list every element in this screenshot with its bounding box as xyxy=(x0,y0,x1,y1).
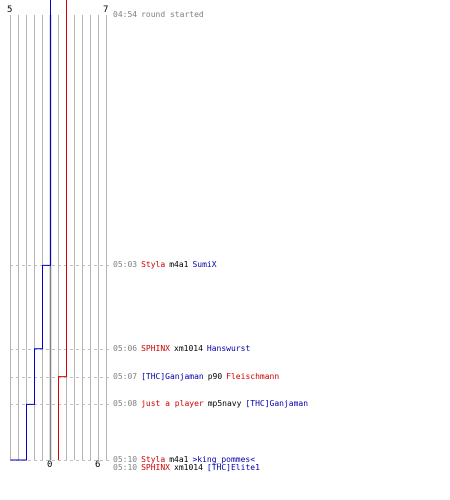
victim-name: [THC]Elite1 xyxy=(206,463,260,472)
weapon-name: m4a1 xyxy=(169,455,189,464)
victim-name: SumiX xyxy=(192,260,217,269)
event-time: 05:10 xyxy=(113,455,138,464)
round-start-row: 04:54 round started xyxy=(113,10,208,20)
weapon-name: m4a1 xyxy=(169,260,189,269)
blue-start-count: 5 xyxy=(7,5,12,15)
event-message: round started xyxy=(141,10,204,19)
weapon-name: xm1014 xyxy=(174,344,203,353)
killer-name: just a player xyxy=(141,399,204,408)
kill-event-row: 05:10 SPHINX xm1014 [THC]Elite1 xyxy=(113,463,264,473)
red-end-count: 6 xyxy=(95,460,100,470)
killer-name: [THC]Ganjaman xyxy=(141,372,204,381)
kill-event-row: 05:07 [THC]Ganjaman p90 Fleischmann xyxy=(113,372,283,382)
killer-name: Styla xyxy=(141,260,166,269)
red-team-alive-line xyxy=(58,0,67,460)
victim-name: [THC]Ganjaman xyxy=(245,399,309,408)
event-time: 05:03 xyxy=(113,260,138,269)
event-guide-lines xyxy=(10,265,111,461)
event-time: 05:08 xyxy=(113,399,138,408)
red-start-count: 7 xyxy=(103,5,108,15)
kill-event-row: 05:03 Styla m4a1 SumiX xyxy=(113,260,221,270)
blue-team-alive-line xyxy=(10,0,51,461)
killer-name: Styla xyxy=(141,455,166,464)
blue-end-count: 0 xyxy=(47,460,52,470)
victim-name: Fleischmann xyxy=(226,372,280,381)
weapon-name: xm1014 xyxy=(174,463,203,472)
victim-name: Hanswurst xyxy=(206,344,251,353)
event-time: 04:54 xyxy=(113,10,138,19)
weapon-name: p90 xyxy=(207,372,223,381)
killer-name: SPHINX xyxy=(141,344,170,353)
kill-event-row: 05:06 SPHINX xm1014 Hanswurst xyxy=(113,344,254,354)
event-time: 05:10 xyxy=(113,463,138,472)
killer-name: SPHINX xyxy=(141,463,170,472)
weapon-name: mp5navy xyxy=(207,399,242,408)
kill-event-row: 05:08 just a player mp5navy [THC]Ganjaman xyxy=(113,399,312,409)
victim-name: >king_pommes< xyxy=(192,455,256,464)
event-time: 05:07 xyxy=(113,372,138,381)
event-time: 05:06 xyxy=(113,344,138,353)
kill-event-row: 05:10 Styla m4a1 >king_pommes< xyxy=(113,455,259,465)
